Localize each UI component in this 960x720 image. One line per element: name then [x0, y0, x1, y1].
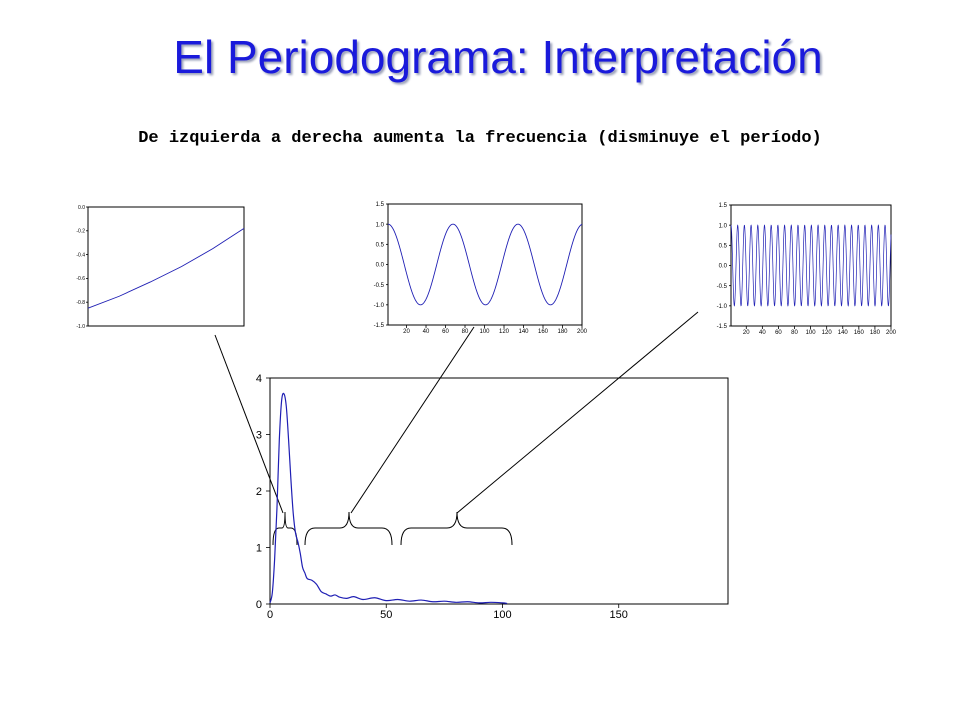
y-tick-label: 3	[256, 429, 262, 441]
mid-frequency-inset-chart: 1.5 1.0 0.5 0.0 -0.5 -1.0 -1.5 20 40 60 80 100 120 14…	[374, 202, 588, 335]
brace-high-band	[400, 511, 513, 546]
x-tick-label: 40	[423, 329, 430, 335]
series-line	[87, 228, 245, 309]
y-tick-label: -0.8	[76, 300, 85, 306]
y-tick-label: 0.5	[376, 242, 385, 248]
periodogram-chart: 0 1 2 3 4 0 50 100 150	[256, 373, 729, 621]
x-tick-label: 160	[538, 329, 549, 335]
x-tick-label: 60	[442, 329, 449, 335]
series-line	[388, 223, 583, 306]
y-tick-label: 2	[256, 486, 262, 498]
y-tick-label: 1.5	[719, 203, 728, 209]
low-frequency-inset-chart: 0.0 -0.2 -0.4 -0.6 -0.8 -1.0	[76, 205, 245, 330]
y-tick-label: -0.2	[76, 229, 85, 235]
x-tick-label: 100	[806, 330, 817, 336]
y-tick-label: -0.5	[374, 283, 385, 289]
x-tick-label: 120	[499, 329, 510, 335]
y-tick-label: 0.0	[719, 264, 728, 270]
y-tick-label: -1.5	[717, 324, 728, 330]
x-tick-label: 140	[518, 329, 529, 335]
y-tick-label: -1.5	[374, 323, 385, 329]
y-tick-label: -1.0	[76, 324, 85, 330]
connector-line-high	[456, 311, 699, 514]
y-tick-label: 4	[256, 373, 262, 385]
x-tick-label: 40	[759, 330, 766, 336]
plot-frame	[87, 206, 245, 327]
x-tick-label: 20	[743, 330, 750, 336]
y-tick-label: 0	[256, 599, 262, 611]
x-tick-label: 80	[462, 329, 469, 335]
plot-frame	[730, 204, 892, 327]
y-tick-label: -1.0	[717, 304, 728, 310]
plot-frame	[269, 377, 729, 605]
series-line	[730, 224, 892, 307]
x-tick-label: 200	[577, 329, 588, 335]
y-tick-label: 1.0	[376, 222, 385, 228]
y-tick-label: 1.0	[719, 223, 728, 229]
y-tick-label: 1	[256, 542, 262, 554]
x-tick-label: 180	[870, 330, 881, 336]
connector-line-low	[214, 334, 284, 514]
x-tick-label: 200	[886, 330, 897, 336]
y-tick-label: 1.5	[376, 202, 385, 208]
x-tick-label: 140	[838, 330, 849, 336]
high-frequency-inset-chart: 1.5 1.0 0.5 0.0 -0.5 -1.0 -1.5 20 40 60 80 100 120 14…	[717, 203, 897, 336]
x-tick-label: 50	[380, 609, 392, 621]
x-tick-label: 20	[403, 329, 410, 335]
connector-line-mid	[350, 326, 475, 514]
x-tick-label: 100	[493, 609, 511, 621]
x-tick-label: 60	[775, 330, 782, 336]
slide-subtitle: De izquierda a derecha aumenta la frecue…	[138, 129, 822, 148]
slide-title: El Periodograma: Interpretación	[173, 31, 823, 83]
x-tick-label: 120	[822, 330, 833, 336]
x-tick-label: 100	[480, 329, 491, 335]
x-tick-label: 160	[854, 330, 865, 336]
x-tick-label: 180	[557, 329, 568, 335]
y-tick-label: -0.6	[76, 276, 85, 282]
series-line	[269, 392, 508, 605]
x-tick-label: 150	[610, 609, 628, 621]
y-tick-label: -1.0	[374, 303, 385, 309]
plot-frame	[387, 203, 583, 326]
x-tick-label: 80	[791, 330, 798, 336]
brace-mid-band	[304, 511, 393, 546]
y-tick-label: 0.5	[719, 243, 728, 249]
y-tick-label: 0.0	[78, 205, 85, 211]
y-tick-label: -0.5	[717, 284, 728, 290]
y-tick-label: -0.4	[76, 252, 85, 258]
y-tick-label: 0.0	[376, 263, 385, 269]
x-tick-label: 0	[267, 609, 273, 621]
